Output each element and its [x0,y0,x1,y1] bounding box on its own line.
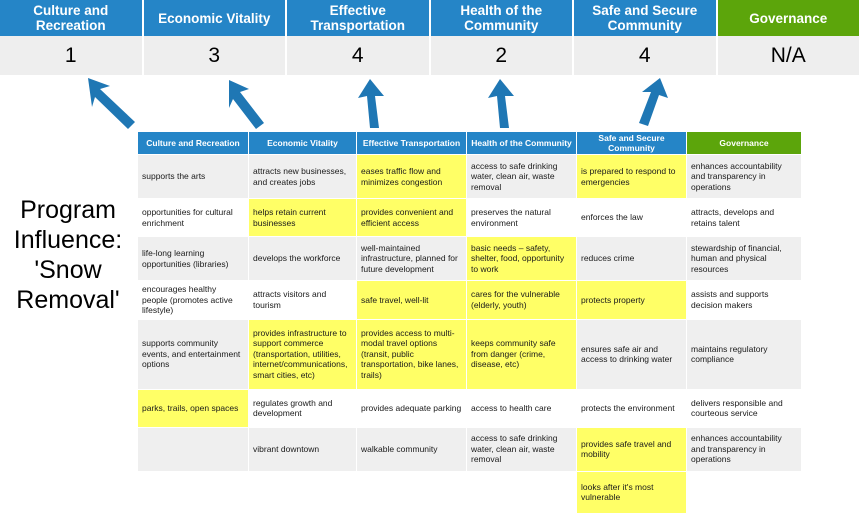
matrix-cell: stewardship of financial, human and phys… [687,237,802,281]
matrix-cell: provides adequate parking [357,389,467,427]
matrix-cell: basic needs – safety, shelter, food, opp… [467,237,577,281]
matrix-cell: attracts visitors and tourism [249,281,357,320]
matrix-cell: encourages healthy people (promotes acti… [138,281,249,320]
matrix-cell [249,471,357,513]
matrix-cell: enhances accountability and transparency… [687,155,802,199]
program-influence-caption: Program Influence: 'Snow Removal' [2,195,134,315]
matrix-cell: looks after it's most vulnerable [577,471,687,513]
matrix-header-safe-and-secure-community: Safe and Secure Community [577,132,687,155]
table-row: life-long learning opportunities (librar… [138,237,802,281]
matrix-cell: helps retain current businesses [249,199,357,237]
scorecard-value-culture-and-recreation: 1 [0,36,144,75]
scorecard-value-row: 1 3 4 2 4 N/A [0,36,859,75]
matrix-cell: provides access to multi-modal travel op… [357,319,467,389]
caption-line-3: 'Snow [2,255,134,285]
matrix-cell [357,471,467,513]
arrow-up-left-icon-4 [488,79,514,128]
matrix-cell: attracts, develops and retains talent [687,199,802,237]
scorecard-header-culture-and-recreation: Culture and Recreation [0,0,144,36]
matrix-header-effective-transportation: Effective Transportation [357,132,467,155]
matrix-header-row: Culture and Recreation Economic Vitality… [138,132,802,155]
matrix-cell: provides convenient and efficient access [357,199,467,237]
matrix-cell: well-maintained infrastructure, planned … [357,237,467,281]
matrix-cell: provides safe travel and mobility [577,427,687,471]
table-row: encourages healthy people (promotes acti… [138,281,802,320]
matrix-cell: walkable community [357,427,467,471]
matrix-cell: maintains regulatory compliance [687,319,802,389]
matrix-header-culture-and-recreation: Culture and Recreation [138,132,249,155]
matrix-cell: attracts new businesses, and creates job… [249,155,357,199]
scorecard-value-economic-vitality: 3 [144,36,288,75]
influence-matrix-table: Culture and Recreation Economic Vitality… [137,131,802,514]
matrix-cell: supports the arts [138,155,249,199]
matrix-cell [687,471,802,513]
matrix-cell [467,471,577,513]
scorecard-value-health-of-the-community: 2 [431,36,575,75]
table-row: supports community events, and entertain… [138,319,802,389]
matrix-cell: preserves the natural environment [467,199,577,237]
matrix-cell: enhances accountability and transparency… [687,427,802,471]
matrix-cell: cares for the vulnerable (elderly, youth… [467,281,577,320]
matrix-cell: reduces crime [577,237,687,281]
matrix-header-governance: Governance [687,132,802,155]
matrix-cell: eases traffic flow and minimizes congest… [357,155,467,199]
matrix-header-health-of-the-community: Health of the Community [467,132,577,155]
matrix-cell: supports community events, and entertain… [138,319,249,389]
matrix-cell: provides infrastructure to support comme… [249,319,357,389]
matrix-cell: protects the environment [577,389,687,427]
table-row: looks after it's most vulnerable [138,471,802,513]
matrix-cell: enforces the law [577,199,687,237]
arrow-up-left-icon-1 [88,78,135,129]
matrix-cell: life-long learning opportunities (librar… [138,237,249,281]
matrix-cell: ensures safe air and access to drinking … [577,319,687,389]
scorecard-header-safe-and-secure-community: Safe and Secure Community [574,0,718,36]
scorecard-value-effective-transportation: 4 [287,36,431,75]
matrix-cell [138,427,249,471]
matrix-cell: is prepared to respond to emergencies [577,155,687,199]
scorecard-header-governance: Governance [718,0,859,36]
matrix-cell: access to health care [467,389,577,427]
matrix-cell: assists and supports decision makers [687,281,802,320]
matrix-cell: protects property [577,281,687,320]
matrix-cell: regulates growth and development [249,389,357,427]
scorecard-header-row: Culture and Recreation Economic Vitality… [0,0,859,36]
matrix-cell [138,471,249,513]
caption-line-2: Influence: [2,225,134,255]
arrow-up-left-icon-5 [639,78,668,126]
matrix-cell: vibrant downtown [249,427,357,471]
matrix-cell: opportunities for cultural enrichment [138,199,249,237]
scorecard-header-economic-vitality: Economic Vitality [144,0,288,36]
matrix-cell: access to safe drinking water, clean air… [467,155,577,199]
matrix-header-economic-vitality: Economic Vitality [249,132,357,155]
scorecard-value-safe-and-secure-community: 4 [574,36,718,75]
arrow-up-left-icon-2 [229,80,264,129]
arrow-group [0,75,859,130]
matrix-cell: delivers responsible and courteous servi… [687,389,802,427]
matrix-cell: safe travel, well-lit [357,281,467,320]
matrix-cell: keeps community safe from danger (crime,… [467,319,577,389]
arrow-up-left-icon-3 [358,79,384,128]
caption-line-1: Program [2,195,134,225]
caption-line-4: Removal' [2,285,134,315]
scorecard-summary: Culture and Recreation Economic Vitality… [0,0,859,75]
scorecard-value-governance: N/A [718,36,859,75]
scorecard-header-health-of-the-community: Health of the Community [431,0,575,36]
matrix-cell: access to safe drinking water, clean air… [467,427,577,471]
matrix-cell: develops the workforce [249,237,357,281]
scorecard-header-effective-transportation: Effective Transportation [287,0,431,36]
matrix-cell: parks, trails, open spaces [138,389,249,427]
